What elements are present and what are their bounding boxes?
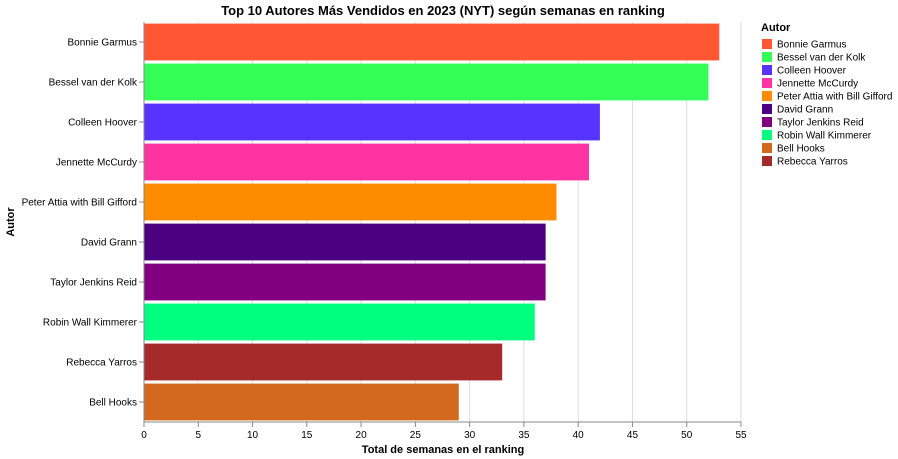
bars [144,23,720,421]
bar [144,383,459,421]
y-tick-label: Robin Wall Kimmerer [43,318,138,329]
bar [144,263,546,301]
x-tick-label: 20 [356,430,368,441]
legend-label: Taylor Jenkins Reid [777,118,864,129]
x-axis: 0 5 10 15 20 25 30 35 40 45 50 55 [141,421,747,441]
legend-swatch [762,91,772,101]
x-tick-label: 5 [195,430,201,441]
legend-swatch [762,39,772,49]
bar [144,103,600,141]
legend-swatch [762,65,772,75]
legend-swatch [762,104,772,114]
bar [144,63,709,101]
y-tick-label: Taylor Jenkins Reid [50,278,137,289]
x-tick-label: 25 [410,430,422,441]
legend-label: Rebecca Yarros [777,157,848,168]
x-tick-label: 45 [627,430,639,441]
x-tick-label: 50 [681,430,693,441]
bar [144,223,546,261]
legend-label: David Grann [777,105,833,116]
x-tick-label: 0 [141,430,147,441]
legend: Autor Bonnie Garmus Bessel van der Kolk Co… [761,22,892,168]
bar [144,23,720,61]
y-tick-label: Bonnie Garmus [68,38,137,49]
legend-swatch [762,78,772,88]
legend-swatch [762,52,772,62]
bar [144,303,535,341]
x-axis-title: Total de semanas en el ranking [362,444,524,456]
x-tick-label: 35 [518,430,530,441]
x-tick-label: 15 [301,430,313,441]
y-tick-label: David Grann [81,238,137,249]
legend-label: Colleen Hoover [777,66,847,77]
y-tick-label: Peter Attia with Bill Gifford [22,198,137,209]
legend-swatch [762,143,772,153]
y-tick-label: Bell Hooks [89,398,137,409]
y-axis-title: Autor [5,207,17,237]
bar [144,143,590,181]
y-axis: Bonnie Garmus Bessel van der Kolk Colleen … [22,22,145,422]
legend-title: Autor [761,22,791,34]
bar [144,343,503,381]
legend-swatch [762,117,772,127]
legend-label: Robin Wall Kimmerer [777,131,872,142]
bar [144,183,557,221]
legend-label: Bessel van der Kolk [777,53,866,64]
y-tick-label: Colleen Hoover [68,118,138,129]
legend-label: Bonnie Garmus [777,40,846,51]
y-tick-label: Bessel van der Kolk [49,78,138,89]
x-tick-label: 55 [735,430,747,441]
legend-label: Peter Attia with Bill Gifford [777,92,892,103]
x-tick-label: 40 [573,430,585,441]
y-tick-label: Rebecca Yarros [66,358,137,369]
y-tick-label: Jennette McCurdy [56,158,137,169]
legend-swatch [762,156,772,166]
chart-title: Top 10 Autores Más Vendidos en 2023 (NYT… [221,3,665,18]
legend-label: Bell Hooks [777,144,825,155]
legend-swatch [762,130,772,140]
x-tick-label: 10 [247,430,259,441]
x-tick-label: 30 [464,430,476,441]
legend-label: Jennette McCurdy [777,79,858,90]
